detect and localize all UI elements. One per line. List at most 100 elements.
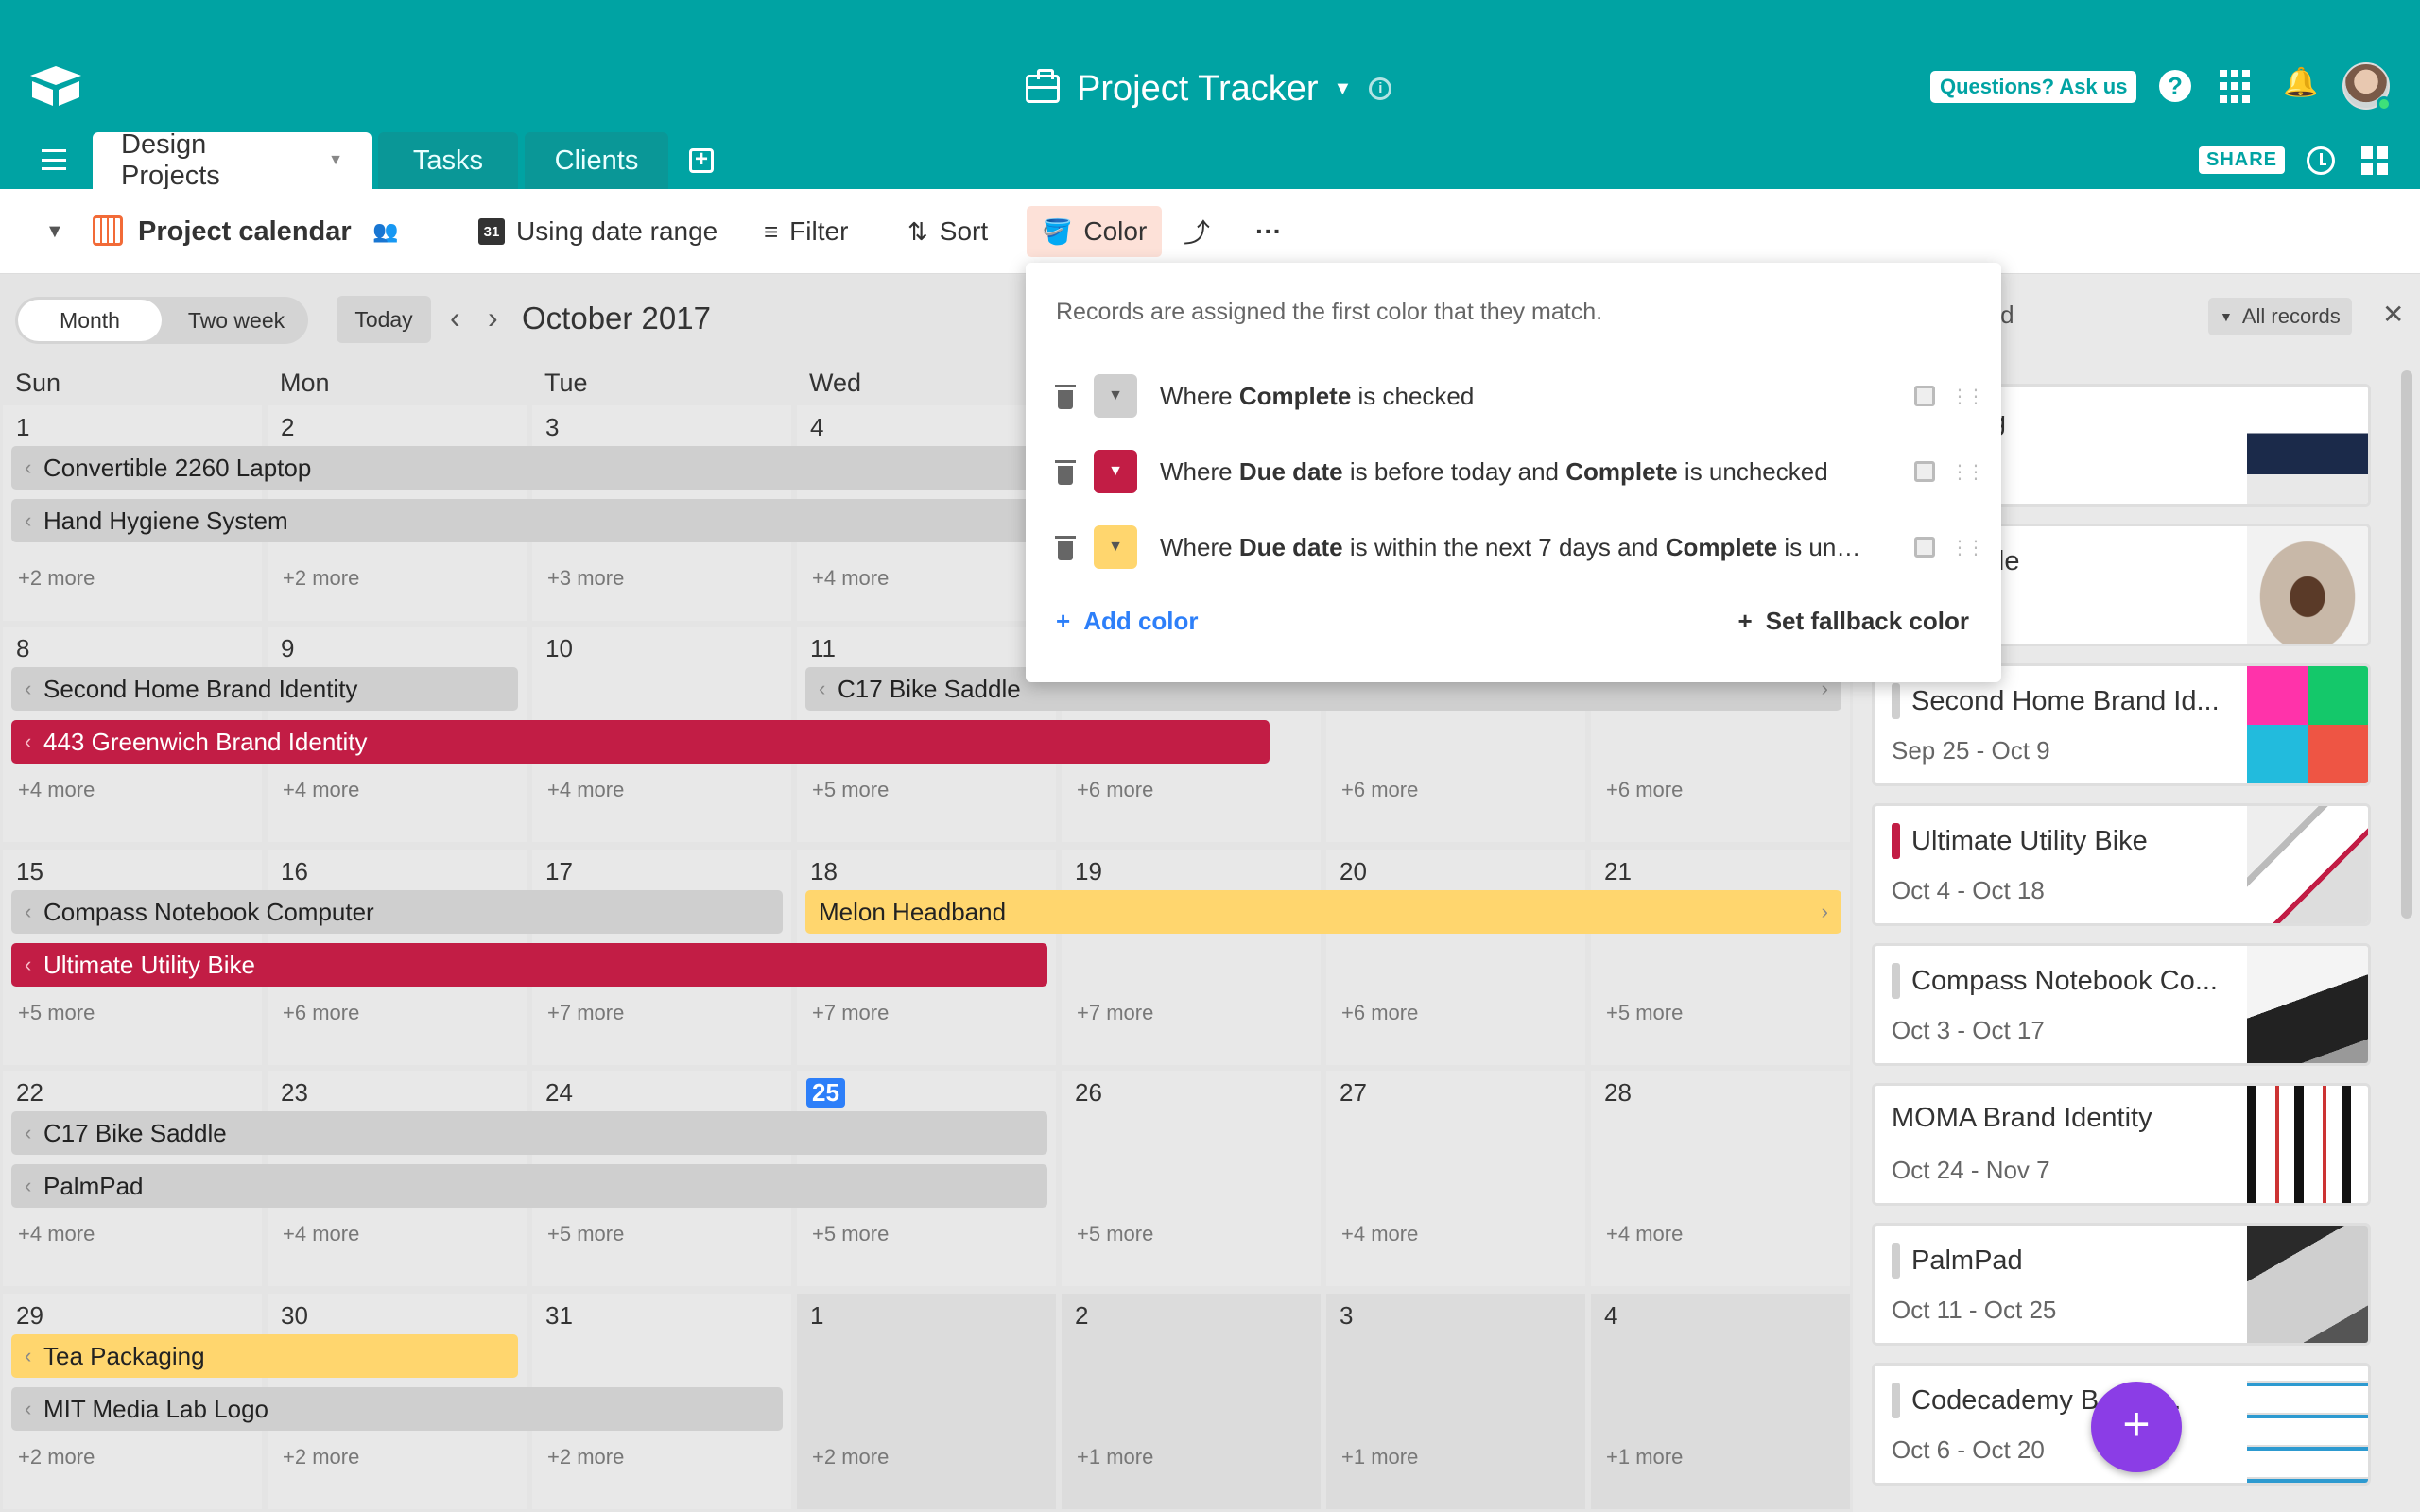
mode-month[interactable]: Month: [18, 300, 162, 341]
color-button[interactable]: 🪣 Color: [1027, 206, 1163, 257]
day-cell[interactable]: 28 +4 more: [1588, 1068, 1853, 1289]
more-records-link[interactable]: +6 more: [1606, 778, 1684, 801]
chevron-down-icon[interactable]: ▼: [1333, 77, 1353, 99]
record-card[interactable]: PalmPad Oct 11 - Oct 25: [1872, 1223, 2371, 1346]
more-records-link[interactable]: +7 more: [547, 1001, 625, 1024]
prev-month-icon[interactable]: ‹: [450, 301, 460, 335]
add-table-button[interactable]: +: [689, 148, 714, 173]
more-records-link[interactable]: +4 more: [18, 1222, 95, 1246]
event-bar[interactable]: MIT Media Lab Logo: [11, 1387, 783, 1431]
color-rule-condition[interactable]: Where Due date is within the next 7 days…: [1160, 533, 1895, 562]
more-options-icon[interactable]: ···: [1255, 216, 1282, 246]
avatar[interactable]: [2342, 62, 2392, 112]
sort-button[interactable]: ⇅ Sort: [908, 213, 988, 250]
duplicate-icon[interactable]: [1914, 537, 1935, 558]
sidebar-scrollbar[interactable]: [2401, 370, 2412, 919]
more-records-link[interactable]: +2 more: [812, 1445, 890, 1469]
drag-handle-icon[interactable]: ⋮⋮: [1950, 537, 1985, 558]
more-records-link[interactable]: +1 more: [1077, 1445, 1154, 1469]
day-cell[interactable]: 4 +1 more: [1588, 1291, 1853, 1512]
more-records-link[interactable]: +5 more: [812, 1222, 890, 1246]
next-month-icon[interactable]: ›: [488, 301, 498, 335]
more-records-link[interactable]: +5 more: [18, 1001, 95, 1024]
add-record-fab-button[interactable]: +: [2091, 1382, 2182, 1472]
day-cell[interactable]: 3 +1 more: [1323, 1291, 1588, 1512]
more-records-link[interactable]: +5 more: [1077, 1222, 1154, 1246]
more-records-link[interactable]: +4 more: [283, 778, 360, 801]
chevron-down-icon[interactable]: ▼: [328, 152, 343, 168]
trash-icon[interactable]: [1055, 385, 1076, 409]
event-bar[interactable]: 443 Greenwich Brand Identity: [11, 720, 1270, 764]
record-card[interactable]: Second Home Brand Id... Sep 25 - Oct 9: [1872, 663, 2371, 786]
day-cell[interactable]: 1 +2 more: [794, 1291, 1059, 1512]
day-cell[interactable]: 19 +7 more: [1059, 847, 1323, 1068]
airtable-logo-icon[interactable]: [28, 64, 83, 108]
more-records-link[interactable]: +5 more: [812, 778, 890, 801]
trash-icon[interactable]: [1055, 536, 1076, 560]
add-color-button[interactable]: + Add color: [1056, 607, 1199, 636]
more-records-link[interactable]: +4 more: [1341, 1222, 1419, 1246]
trash-icon[interactable]: [1055, 460, 1076, 485]
duplicate-icon[interactable]: [1914, 386, 1935, 406]
info-icon[interactable]: i: [1369, 77, 1392, 100]
notifications-bell-icon[interactable]: 🔔: [2283, 67, 2319, 98]
event-bar[interactable]: PalmPad: [11, 1164, 1047, 1208]
share-view-icon[interactable]: ⤴: [1184, 218, 1211, 248]
more-records-link[interactable]: +7 more: [1077, 1001, 1154, 1024]
drag-handle-icon[interactable]: ⋮⋮: [1950, 386, 1985, 407]
more-records-link[interactable]: +7 more: [812, 1001, 890, 1024]
more-records-link[interactable]: +3 more: [547, 566, 625, 590]
more-records-link[interactable]: +5 more: [547, 1222, 625, 1246]
event-bar[interactable]: Hand Hygiene System: [11, 499, 1047, 542]
more-records-link[interactable]: +4 more: [283, 1222, 360, 1246]
mode-two-week[interactable]: Two week: [187, 307, 285, 333]
tab-tasks[interactable]: Tasks: [378, 132, 518, 189]
help-icon[interactable]: ?: [2159, 70, 2191, 102]
day-cell[interactable]: 27 +4 more: [1323, 1068, 1588, 1289]
view-name[interactable]: Project calendar: [138, 215, 352, 247]
tab-design-projects[interactable]: Design Projects ▼: [93, 129, 372, 191]
event-bar[interactable]: C17 Bike Saddle: [11, 1111, 1047, 1155]
more-records-link[interactable]: +5 more: [1606, 1001, 1684, 1024]
more-records-link[interactable]: +4 more: [547, 778, 625, 801]
day-cell[interactable]: 26 +5 more: [1059, 1068, 1323, 1289]
today-button[interactable]: Today: [337, 296, 431, 343]
share-button[interactable]: SHARE: [2199, 146, 2286, 174]
color-swatch-dropdown[interactable]: ▼: [1094, 450, 1137, 493]
more-records-link[interactable]: +4 more: [812, 566, 890, 590]
color-swatch-dropdown[interactable]: ▼: [1094, 374, 1137, 418]
record-card[interactable]: Compass Notebook Co... Oct 3 - Oct 17: [1872, 943, 2371, 1066]
record-card[interactable]: MOMA Brand Identity Oct 24 - Nov 7: [1872, 1083, 2371, 1206]
more-records-link[interactable]: +6 more: [283, 1001, 360, 1024]
apps-grid-icon[interactable]: [2220, 70, 2254, 104]
color-swatch-dropdown[interactable]: ▼: [1094, 525, 1137, 569]
more-records-link[interactable]: +4 more: [18, 778, 95, 801]
event-bar[interactable]: Second Home Brand Identity: [11, 667, 518, 711]
more-records-link[interactable]: +2 more: [283, 1445, 360, 1469]
menu-icon[interactable]: [42, 149, 66, 170]
close-icon[interactable]: ✕: [2382, 300, 2405, 329]
more-records-link[interactable]: +6 more: [1341, 778, 1419, 801]
records-filter-dropdown[interactable]: ▼ All records: [2208, 298, 2352, 335]
day-cell[interactable]: 2 +1 more: [1059, 1291, 1323, 1512]
tab-clients[interactable]: Clients: [525, 132, 668, 189]
event-bar[interactable]: Melon Headband ›: [805, 890, 1841, 934]
date-range-button[interactable]: 31 Using date range: [478, 213, 717, 250]
more-records-link[interactable]: +4 more: [1606, 1222, 1684, 1246]
set-fallback-color-button[interactable]: + Set fallback color: [1738, 607, 1970, 636]
history-icon[interactable]: [2307, 146, 2335, 175]
record-card[interactable]: Ultimate Utility Bike Oct 4 - Oct 18: [1872, 803, 2371, 926]
more-records-link[interactable]: +2 more: [283, 566, 360, 590]
more-records-link[interactable]: +1 more: [1341, 1445, 1419, 1469]
record-card[interactable]: Codecademy B...lde... Oct 6 - Oct 20: [1872, 1363, 2371, 1486]
more-records-link[interactable]: +2 more: [18, 1445, 95, 1469]
color-rule-condition[interactable]: Where Complete is checked: [1160, 382, 1895, 411]
day-cell[interactable]: 20 +6 more: [1323, 847, 1588, 1068]
more-records-link[interactable]: +2 more: [18, 566, 95, 590]
event-bar[interactable]: Compass Notebook Computer: [11, 890, 783, 934]
event-bar[interactable]: Convertible 2260 Laptop: [11, 446, 1047, 490]
more-records-link[interactable]: +6 more: [1341, 1001, 1419, 1024]
event-bar[interactable]: Ultimate Utility Bike: [11, 943, 1047, 987]
more-records-link[interactable]: +2 more: [547, 1445, 625, 1469]
duplicate-icon[interactable]: [1914, 461, 1935, 482]
